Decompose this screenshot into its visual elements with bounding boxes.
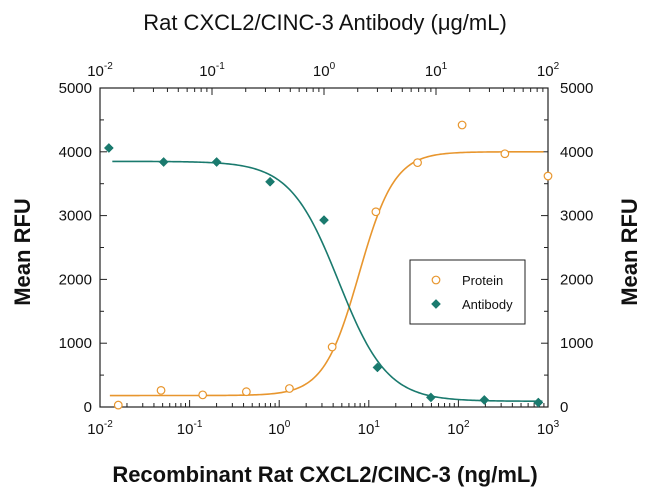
protein-point (156, 386, 166, 395)
x-axis-label: Recombinant Rat CXCL2/CINC-3 (ng/mL) (112, 462, 537, 487)
x-tick-label: 102 (447, 419, 470, 438)
antibody-point (103, 143, 114, 153)
top-x-tick-label: 10-2 (87, 61, 113, 80)
antibody-point (211, 157, 222, 167)
y-tick-label: 0 (84, 399, 92, 416)
y-axis-label-right: Mean RFU (617, 198, 642, 306)
x-tick-label: 101 (358, 419, 381, 438)
x-tick-label: 103 (537, 419, 560, 438)
y-tick-label: 3000 (59, 208, 92, 225)
protein-point (327, 342, 337, 352)
legend-marker-antibody (431, 299, 441, 309)
fit-curves (109, 151, 544, 402)
y-tick-label-right: 2000 (560, 271, 593, 288)
x-tick-label: 10-1 (177, 419, 203, 438)
antibody-point (425, 392, 436, 403)
protein-point (371, 207, 381, 217)
legend-label-antibody: Antibody (462, 297, 513, 312)
protein-point (285, 384, 294, 393)
y-tick-label: 4000 (59, 144, 92, 161)
legend-label-protein: Protein (462, 273, 503, 288)
antibody-point (265, 176, 276, 187)
y-tick-label-right: 5000 (560, 80, 593, 97)
protein-point (198, 390, 208, 400)
top-x-tick-label: 101 (425, 61, 448, 80)
antibody-point (319, 215, 329, 226)
y-tick-label-right: 3000 (560, 208, 593, 225)
x-tick-label: 100 (268, 419, 291, 438)
protein-fit-curve (109, 151, 544, 397)
tick-layer: 10-2 10-1 100 101 102 103 10-2 10-1 100 101 102 0 0 1… (59, 61, 594, 438)
protein-point (457, 120, 467, 130)
antibody-point (479, 395, 490, 405)
y-tick-label: 2000 (59, 271, 92, 288)
y-tick-label-right: 0 (560, 399, 568, 416)
y-tick-label: 1000 (59, 335, 92, 352)
y-tick-label-right: 1000 (560, 335, 593, 352)
top-x-tick-label: 100 (313, 61, 336, 80)
antibody-point (533, 397, 544, 408)
legend-box (409, 259, 526, 325)
antibody-fit-curve (112, 160, 543, 402)
y-tick-label-right: 4000 (560, 144, 593, 161)
legend-marker-protein (431, 275, 441, 285)
top-x-tick-label: 10-1 (199, 61, 225, 80)
protein-point (500, 149, 510, 159)
x-tick-label: 10-2 (87, 419, 113, 438)
y-tick-label: 5000 (59, 80, 92, 97)
chart-title: Rat CXCL2/CINC-3 Antibody (μg/mL) (143, 10, 507, 35)
top-x-tick-label: 102 (537, 61, 560, 80)
legend: Protein Antibody (409, 259, 526, 325)
protein-point (113, 400, 123, 410)
protein-point (241, 387, 251, 397)
antibody-point (158, 157, 169, 167)
antibody-point (372, 362, 383, 373)
protein-point (413, 158, 422, 168)
data-points (103, 120, 553, 410)
y-axis-label: Mean RFU (10, 198, 35, 306)
protein-point (543, 171, 553, 181)
